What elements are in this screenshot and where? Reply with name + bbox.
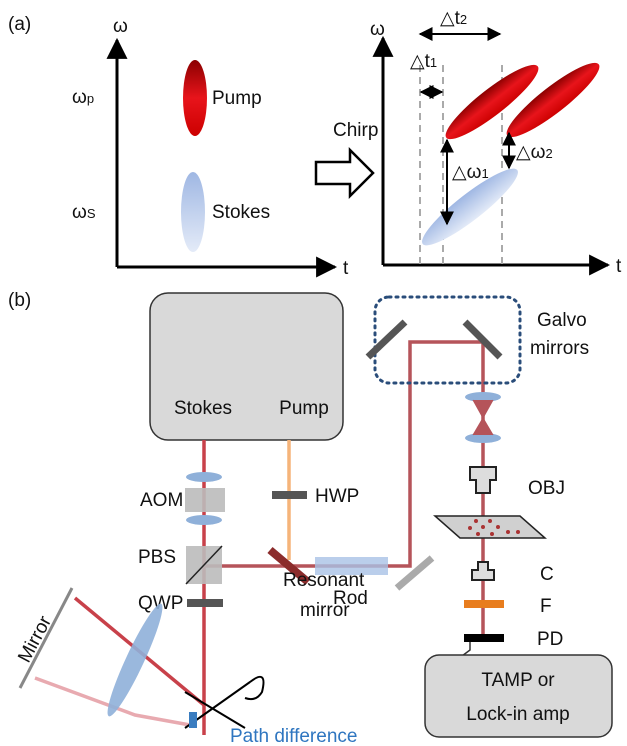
panel-label: (b)	[8, 290, 31, 311]
lens	[186, 515, 222, 525]
galvo-box	[375, 297, 520, 383]
delay-label: △t2	[440, 8, 467, 29]
figure: (a) ω t ωp ωS Pump Stokes Chirp ω t △t1 …	[0, 0, 627, 746]
path-difference-label: Path difference	[230, 726, 357, 746]
symbol: △t	[410, 51, 431, 72]
symbol: △t	[440, 8, 461, 29]
axis-label: t	[343, 258, 349, 279]
axis-label: ω	[113, 16, 128, 37]
component-label: OBJ	[528, 478, 565, 499]
subscript: 2	[460, 12, 467, 27]
component-label: PBS	[138, 547, 176, 568]
component-label: AOM	[140, 490, 183, 511]
galvo-label: mirrors	[530, 338, 589, 359]
wire	[462, 642, 470, 656]
lens	[101, 600, 170, 720]
component-label: F	[540, 596, 552, 617]
galvo-label: Galvo	[537, 310, 587, 331]
symbol: ω	[72, 87, 87, 108]
component-label: HWP	[315, 486, 359, 507]
symbol: △ω	[452, 162, 482, 183]
transform-label: Chirp	[333, 120, 378, 141]
resonant-label: Resonant	[283, 570, 365, 591]
detector	[464, 634, 504, 642]
condenser	[472, 562, 494, 580]
qwp	[187, 599, 223, 607]
lens	[186, 472, 222, 482]
level-label: ωS	[72, 202, 96, 223]
pump-pulse	[183, 60, 207, 136]
subscript: 1	[481, 166, 488, 181]
mirror	[397, 558, 432, 588]
laser-label: Stokes	[174, 398, 232, 419]
objective	[470, 467, 496, 493]
amplifier-label: Lock-in amp	[466, 704, 570, 725]
symbol: ω	[72, 202, 87, 223]
subscript: 1	[430, 55, 437, 70]
hwp	[272, 491, 307, 499]
aom	[185, 488, 225, 512]
stokes-pulse	[181, 172, 205, 252]
pulse-label: Pump	[212, 88, 262, 109]
axis-label: t	[616, 256, 622, 277]
pump-pulse	[438, 56, 545, 148]
resonant-label: mirror	[300, 600, 350, 621]
pump-pulse	[499, 54, 606, 146]
pulse-label: Stokes	[212, 202, 270, 223]
level-label: ωp	[72, 87, 94, 108]
component-label: C	[540, 564, 554, 585]
laser-label: Pump	[279, 398, 329, 419]
shift-label: △ω1	[452, 162, 489, 183]
panel-label: (a)	[8, 14, 31, 35]
beam-focus	[473, 400, 493, 435]
axis-label: ω	[370, 19, 385, 40]
amplifier-label: TAMP or	[481, 670, 555, 691]
subscript: 2	[545, 146, 552, 161]
path-marker	[189, 712, 197, 728]
subscript: S	[87, 206, 96, 221]
shift-label: △ω2	[516, 142, 553, 163]
symbol: △ω	[516, 142, 546, 163]
component-label: Mirror	[14, 612, 56, 666]
component-label: PD	[537, 629, 563, 650]
transform-arrow	[316, 150, 373, 196]
delay-label: △t1	[410, 51, 437, 72]
subscript: p	[87, 91, 94, 106]
filter	[464, 600, 504, 608]
